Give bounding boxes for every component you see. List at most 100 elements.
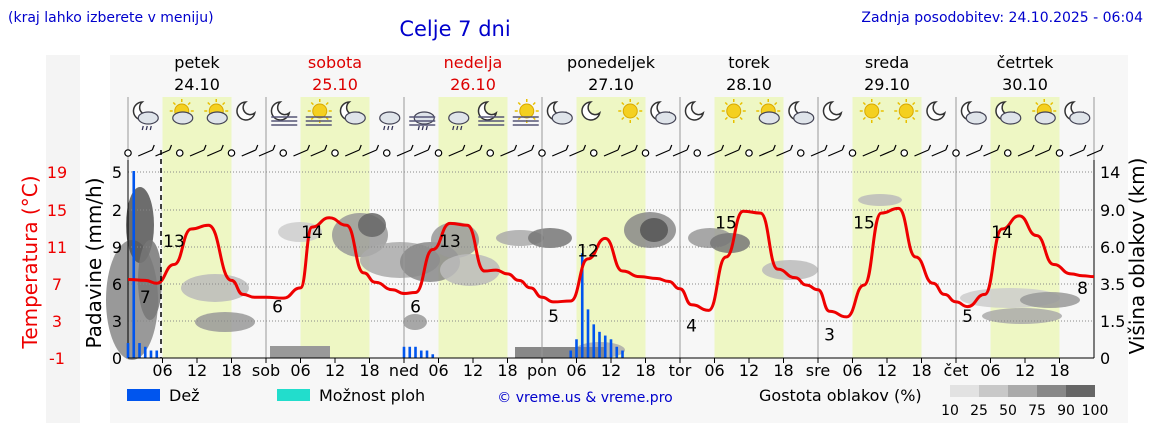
wind-calm-marker <box>538 149 546 157</box>
wind-calm-marker <box>693 149 702 157</box>
wind-barb-flag <box>686 144 690 151</box>
wind-barb-flag <box>462 144 466 151</box>
wind-calm-marker <box>589 149 598 157</box>
density-swatch <box>1066 385 1095 397</box>
wind-barb <box>465 149 481 157</box>
sun-ray <box>774 101 778 106</box>
density-scale-label: 10 <box>941 403 959 419</box>
wind-barb-flag <box>358 144 362 151</box>
wind-barb <box>879 149 895 157</box>
moon-shape <box>581 101 601 121</box>
copyright-link[interactable]: © vreme.us & vreme.pro <box>497 390 672 406</box>
sun-ray <box>310 101 314 106</box>
page-title: Celje 7 dni <box>399 17 510 41</box>
x-tick-label: 12 <box>463 361 483 380</box>
menu-hint[interactable]: (kraj lahko izberete v meniju) <box>8 10 214 26</box>
wind-calm-marker <box>1055 149 1064 157</box>
wind-barb-flag <box>375 144 380 151</box>
temperature-label: 13 <box>163 232 185 252</box>
temperature-label: 6 <box>272 298 283 318</box>
wind-calm-marker <box>175 149 184 157</box>
moon-icon <box>684 101 705 121</box>
x-tick-label: 06 <box>566 361 586 380</box>
wind-barb <box>828 149 843 157</box>
cloud-patch <box>270 346 330 358</box>
precipitation-tick-label: 3 <box>112 312 122 331</box>
moon-shape <box>684 101 705 121</box>
sun-ray <box>1050 101 1054 106</box>
rain-bar <box>431 354 435 358</box>
wind-barb-flag <box>1100 144 1104 151</box>
wind-barb-flag <box>772 144 776 151</box>
wind-barb <box>1035 149 1050 157</box>
moon-cloud-icon <box>546 101 573 125</box>
cloud-patch <box>195 312 255 332</box>
sun-ray <box>517 101 521 106</box>
rain-bar <box>609 339 613 358</box>
wind-barb-flag <box>979 144 983 151</box>
wind-barb <box>914 149 929 157</box>
showers-legend-swatch <box>277 389 310 401</box>
sun-icon <box>859 99 884 123</box>
rain-bar <box>132 171 136 358</box>
rain-bar <box>143 346 147 358</box>
rain-bar <box>598 331 601 358</box>
wind-barb <box>258 149 274 157</box>
cloud-height-tick-label: 3.5 <box>1100 275 1125 294</box>
cloud-height-tick-label: 14 <box>1100 163 1120 182</box>
sun-ray <box>897 101 901 106</box>
sun-ray <box>877 101 881 106</box>
wind-barb <box>603 149 619 157</box>
x-tick-label: 12 <box>325 361 345 380</box>
cloud-shape <box>758 111 780 125</box>
sun-ray <box>207 101 211 106</box>
day-name: nedelja <box>444 53 503 72</box>
wind-barb-flag <box>427 144 431 151</box>
cloud-patch <box>440 254 500 286</box>
rain-drop <box>141 125 144 131</box>
wind-barb <box>362 149 377 157</box>
x-axis-ticks: 06 12 18 sob 06 12 18 ned 06 12 18 pon 06 12 18 tor 06 12… <box>152 358 1070 380</box>
sun-ray <box>636 116 640 121</box>
wind-barb <box>138 149 153 157</box>
wind-calm-marker <box>382 149 391 157</box>
rain-bar <box>425 350 429 358</box>
night-cloud-rain-icon <box>132 101 159 131</box>
moon-icon <box>822 101 843 121</box>
rain-bar <box>414 346 417 358</box>
cloud-shape <box>793 111 815 125</box>
day-date: 27.10 <box>588 75 634 94</box>
daylight-band <box>852 97 922 358</box>
sun-ray <box>862 101 866 106</box>
density-scale-label: 25 <box>970 403 988 419</box>
moon-cloud-icon <box>995 101 1022 125</box>
wind-barb-flag <box>617 144 621 151</box>
rain-bar <box>569 350 573 358</box>
wind-barb-flag <box>927 144 932 151</box>
rain-drop <box>387 125 390 131</box>
density-scale-label: 100 <box>1082 403 1109 419</box>
temperature-label: 15 <box>715 213 737 233</box>
moon-icon <box>926 101 946 121</box>
wind-barb-flag <box>410 144 414 151</box>
wind-barb <box>189 149 205 157</box>
cloud-patch <box>762 260 818 280</box>
daylight-band <box>714 97 784 358</box>
wind-calm-marker <box>848 149 857 157</box>
sun-cloud-icon <box>1032 99 1057 125</box>
x-tick-label: pon <box>527 361 557 380</box>
temperature-line <box>127 206 1095 319</box>
wind-barb-flag <box>841 144 845 151</box>
x-tick-label: 12 <box>1015 361 1035 380</box>
sun-disc <box>726 103 742 119</box>
moon-icon <box>236 101 256 121</box>
temperature-label: 13 <box>439 232 461 252</box>
wind-barb-flag <box>272 144 276 151</box>
wind-barb-flag <box>893 144 897 151</box>
density-swatch <box>1037 385 1066 397</box>
wind-barb-flag <box>1083 144 1087 151</box>
moon-cloud-icon <box>788 101 815 125</box>
temperature-label: 14 <box>991 223 1013 243</box>
x-tick-label: 18 <box>773 361 793 380</box>
